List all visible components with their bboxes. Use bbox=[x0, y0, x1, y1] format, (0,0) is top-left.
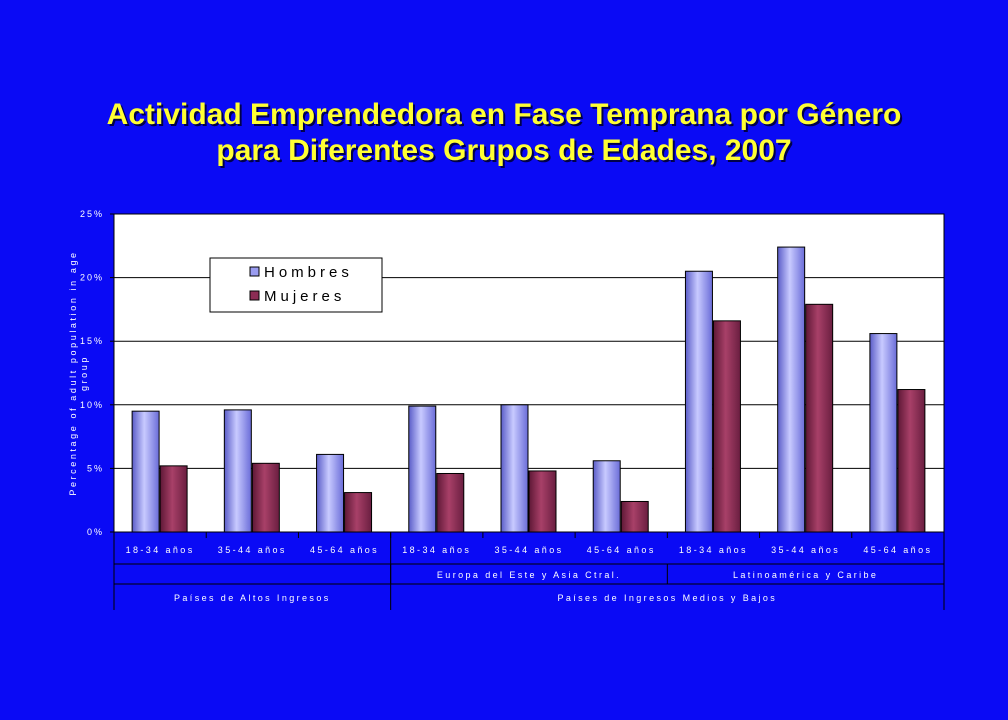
subgroup-label: Europa del Este y Asia Ctral. bbox=[437, 570, 621, 580]
bar-mujeres bbox=[159, 465, 188, 533]
y-axis-label: Percentage of adult population in age bbox=[68, 250, 78, 495]
bar-hombres bbox=[777, 246, 806, 533]
bar-hombres bbox=[500, 404, 529, 533]
y-tick-label: 20% bbox=[80, 273, 104, 283]
x-category-label: 35-44 años bbox=[494, 545, 563, 555]
chart-title-line-2: para Diferentes Grupos de Edades, 2007 bbox=[216, 134, 792, 167]
group-label: Países de Ingresos Medios y Bajos bbox=[557, 593, 777, 603]
legend bbox=[209, 257, 383, 313]
x-category-label: 35-44 años bbox=[771, 545, 840, 555]
subgroup-label: Latinoamérica y Caribe bbox=[733, 570, 878, 580]
x-category-label: 18-34 años bbox=[402, 545, 471, 555]
legend-label: Mujeres bbox=[264, 288, 345, 305]
bar-hombres bbox=[316, 453, 345, 533]
group-label: Países de Altos Ingresos bbox=[174, 593, 331, 603]
x-category-label: 18-34 años bbox=[679, 545, 748, 555]
y-tick-label: 25% bbox=[80, 209, 104, 219]
y-tick-label: 10% bbox=[80, 400, 104, 410]
bar-mujeres bbox=[897, 389, 926, 533]
bar-hombres bbox=[131, 410, 160, 533]
bar-mujeres bbox=[805, 303, 834, 533]
bar-mujeres bbox=[712, 320, 741, 533]
bar-hombres bbox=[223, 409, 252, 533]
y-axis-label: group bbox=[79, 355, 89, 391]
legend-swatch bbox=[249, 290, 260, 301]
bar-mujeres bbox=[528, 470, 557, 533]
bar-hombres bbox=[869, 333, 898, 533]
legend-swatch bbox=[249, 266, 260, 277]
x-category-label: 45-64 años bbox=[310, 545, 379, 555]
bar-hombres bbox=[592, 460, 621, 533]
x-category-label: 45-64 años bbox=[863, 545, 932, 555]
y-tick-label: 15% bbox=[80, 336, 104, 346]
legend-label: Hombres bbox=[264, 264, 353, 281]
y-tick-label: 5% bbox=[87, 463, 104, 473]
bar-hombres bbox=[684, 270, 713, 533]
chart-title: Actividad Emprendedora en Fase Temprana … bbox=[0, 97, 1008, 169]
chart-title-line-1: Actividad Emprendedora en Fase Temprana … bbox=[106, 98, 902, 131]
bar-mujeres bbox=[620, 500, 649, 533]
x-category-label: 18-34 años bbox=[126, 545, 195, 555]
bar-hombres bbox=[408, 405, 437, 533]
x-category-label: 35-44 años bbox=[218, 545, 287, 555]
x-category-label: 45-64 años bbox=[587, 545, 656, 555]
y-tick-label: 0% bbox=[87, 527, 104, 537]
bar-mujeres bbox=[436, 472, 465, 533]
bar-mujeres bbox=[344, 492, 373, 533]
bar-mujeres bbox=[251, 462, 280, 533]
